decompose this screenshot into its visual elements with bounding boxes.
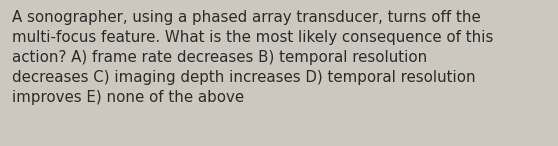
Text: A sonographer, using a phased array transducer, turns off the
multi-focus featur: A sonographer, using a phased array tran… — [12, 10, 494, 105]
